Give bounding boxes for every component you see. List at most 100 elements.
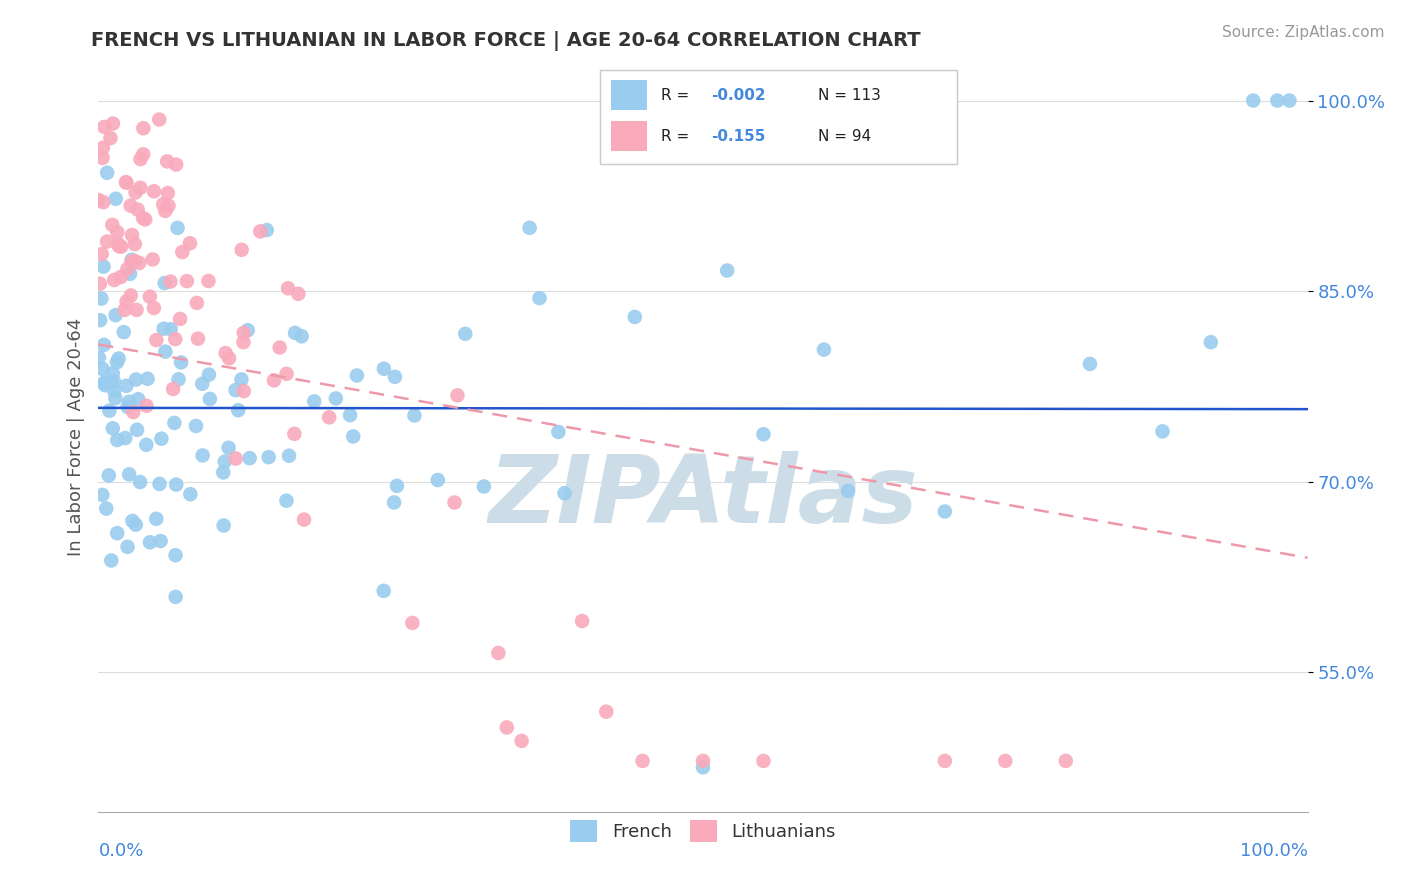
- Point: [105, 355, 128, 369]
- Point: [132, 121, 155, 136]
- Point: [373, 361, 395, 376]
- Point: [117, 400, 139, 414]
- Point: [214, 346, 236, 360]
- Point: [166, 220, 188, 235]
- Point: [93, 376, 115, 390]
- Point: [169, 312, 191, 326]
- Point: [165, 332, 187, 346]
- Point: [292, 512, 315, 526]
- Point: [104, 391, 127, 405]
- Point: [1152, 425, 1174, 439]
- Point: [163, 416, 186, 430]
- Point: [404, 409, 426, 423]
- Point: [132, 211, 155, 226]
- Point: [325, 392, 347, 406]
- Point: [283, 426, 305, 441]
- Text: 100.0%: 100.0%: [1240, 842, 1308, 860]
- Text: ZIPAtlas: ZIPAtlas: [488, 451, 918, 543]
- Point: [129, 475, 152, 489]
- Point: [125, 302, 148, 317]
- Point: [197, 274, 219, 288]
- Point: [276, 367, 298, 381]
- Point: [145, 512, 167, 526]
- Point: [155, 344, 177, 359]
- Point: [150, 432, 173, 446]
- Point: [165, 548, 187, 562]
- Point: [547, 425, 569, 439]
- Point: [134, 212, 156, 227]
- Point: [153, 276, 176, 290]
- Point: [139, 535, 162, 549]
- Point: [191, 449, 214, 463]
- Point: [156, 186, 179, 200]
- Point: [232, 335, 254, 350]
- Point: [249, 224, 271, 238]
- Point: [218, 441, 240, 455]
- Point: [624, 310, 647, 324]
- Point: [110, 239, 132, 253]
- Point: [284, 326, 307, 340]
- Point: [103, 273, 125, 287]
- Point: [1241, 94, 1264, 108]
- Point: [291, 329, 314, 343]
- Point: [135, 438, 157, 452]
- Point: [129, 180, 152, 194]
- Point: [125, 423, 148, 437]
- Point: [752, 427, 775, 442]
- Point: [114, 431, 136, 445]
- Point: [1078, 357, 1101, 371]
- Point: [278, 449, 301, 463]
- Point: [127, 202, 149, 217]
- Point: [218, 351, 240, 366]
- Point: [124, 237, 146, 252]
- Point: [114, 302, 136, 317]
- Point: [89, 313, 111, 327]
- Point: [115, 175, 138, 189]
- Point: [554, 486, 576, 500]
- Point: [155, 203, 177, 218]
- Point: [103, 374, 125, 388]
- Point: [145, 333, 167, 347]
- Point: [105, 433, 128, 447]
- Point: [1054, 754, 1077, 768]
- Point: [94, 378, 117, 392]
- Point: [121, 252, 143, 267]
- Point: [1199, 335, 1222, 350]
- Point: [127, 392, 149, 406]
- Point: [87, 193, 110, 207]
- Point: [263, 373, 285, 387]
- Point: [124, 254, 146, 268]
- Point: [128, 256, 150, 270]
- Point: [165, 158, 187, 172]
- Point: [571, 614, 593, 628]
- Point: [813, 343, 835, 357]
- Point: [87, 351, 110, 365]
- Point: [269, 341, 291, 355]
- Point: [139, 290, 162, 304]
- Point: [170, 355, 193, 369]
- Point: [752, 754, 775, 768]
- Point: [91, 488, 114, 502]
- Point: [93, 260, 115, 274]
- Point: [373, 583, 395, 598]
- Point: [118, 394, 141, 409]
- Point: [382, 495, 405, 509]
- Point: [384, 369, 406, 384]
- Point: [120, 288, 142, 302]
- Point: [156, 154, 179, 169]
- Text: 0.0%: 0.0%: [98, 842, 143, 860]
- Point: [454, 326, 477, 341]
- Point: [162, 382, 184, 396]
- Point: [198, 368, 221, 382]
- Point: [98, 403, 121, 417]
- Point: [152, 197, 174, 211]
- Point: [142, 184, 165, 198]
- Point: [472, 479, 495, 493]
- Point: [276, 493, 298, 508]
- Point: [142, 252, 165, 267]
- Point: [149, 534, 172, 549]
- Point: [157, 199, 180, 213]
- Point: [519, 220, 541, 235]
- Point: [225, 383, 247, 397]
- Point: [495, 720, 517, 734]
